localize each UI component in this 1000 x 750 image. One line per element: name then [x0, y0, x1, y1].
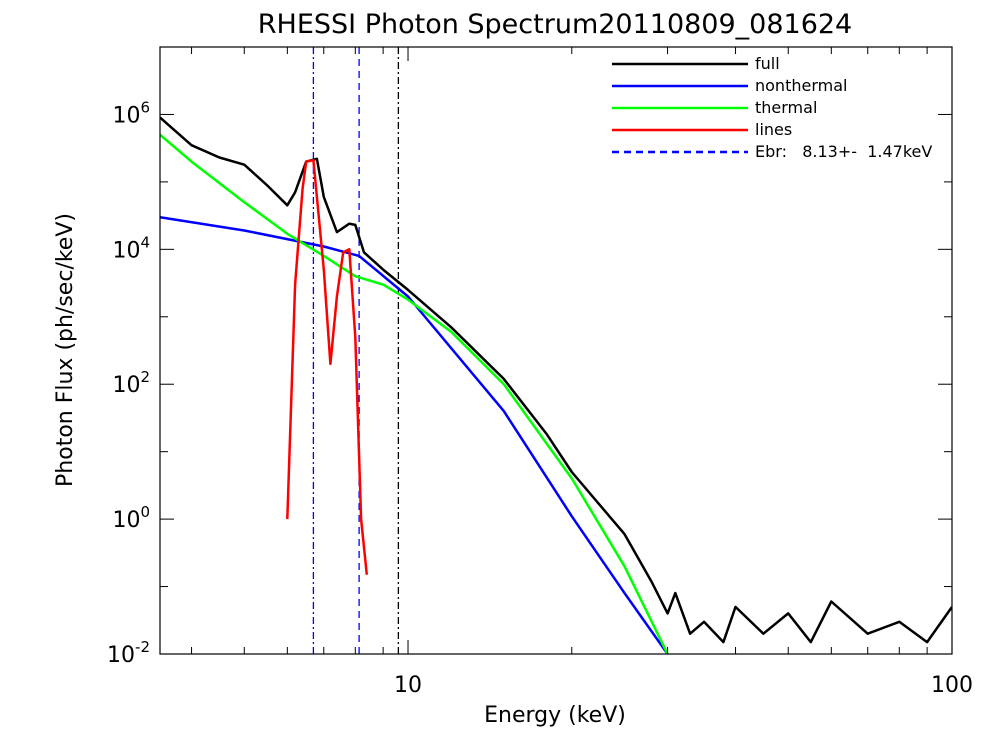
legend-label: full	[755, 54, 780, 73]
plot-area	[160, 47, 952, 654]
y-tick-label: 104	[112, 233, 150, 263]
x-tick-label: 100	[931, 673, 973, 698]
y-tick-label: 100	[112, 503, 150, 533]
legend-label: Ebr: 8.13+- 1.47keV	[755, 142, 932, 161]
y-axis-label: Photon Flux (ph/sec/keV)	[53, 213, 78, 487]
chart-title: RHESSI Photon Spectrum20110809_081624	[258, 9, 853, 40]
legend-label: lines	[755, 120, 792, 139]
legend-label: thermal	[755, 98, 817, 117]
x-axis-ticks: 10 100	[191, 47, 973, 698]
legend: full nonthermal thermal lines Ebr: 8.13+- 1.…	[612, 54, 932, 161]
y-tick-label: 102	[112, 368, 150, 398]
legend-label: nonthermal	[755, 76, 847, 95]
y-axis-ticks: 10-2 100 102 104 106	[107, 46, 952, 668]
x-axis-label: Energy (keV)	[484, 703, 626, 728]
series-full	[160, 116, 952, 644]
series-lines	[286, 158, 369, 575]
y-tick-label: 10-2	[107, 638, 150, 668]
y-tick-label: 106	[112, 98, 150, 128]
series-nonthermal	[160, 215, 669, 654]
x-tick-label: 10	[394, 673, 422, 698]
series-thermal	[160, 133, 669, 654]
plot-frame	[159, 46, 953, 655]
